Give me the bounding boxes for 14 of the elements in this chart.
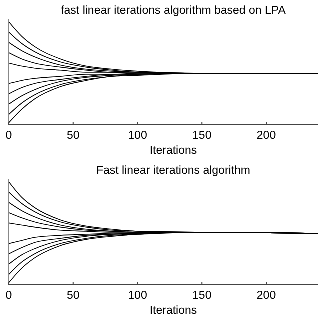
x-axis-title: Iterations xyxy=(150,305,198,317)
x-tick-label: 200 xyxy=(256,130,276,142)
chart-title: fast linear iterations algorithm based on LPA xyxy=(61,5,286,17)
x-tick-label: 50 xyxy=(66,290,80,302)
x-tick-label: 150 xyxy=(192,290,212,302)
x-tick-label: 50 xyxy=(66,130,80,142)
x-tick-label: 0 xyxy=(6,130,12,142)
x-tick-label: 0 xyxy=(6,290,12,302)
chart-title: Fast linear iterations algorithm xyxy=(96,165,251,177)
x-tick-label: 100 xyxy=(128,130,148,142)
x-tick-label: 100 xyxy=(128,290,148,302)
x-tick-label: 150 xyxy=(192,130,212,142)
x-axis-title: Iterations xyxy=(150,145,198,157)
x-tick-label: 200 xyxy=(256,290,276,302)
